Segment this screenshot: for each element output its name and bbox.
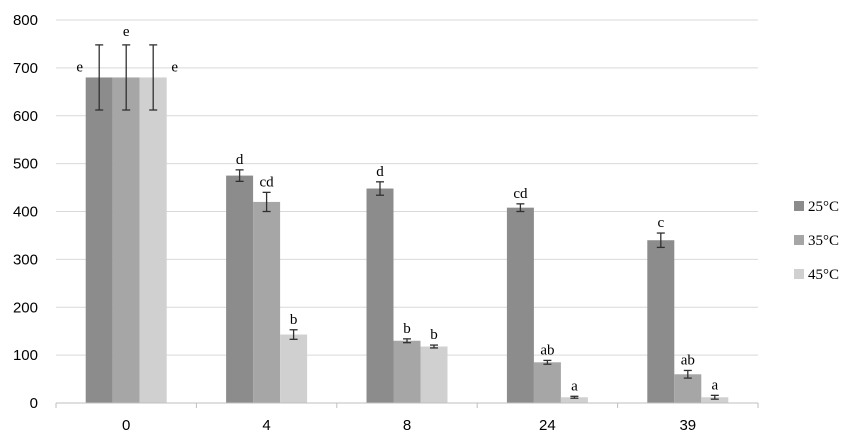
x-tick-label: 8 [403, 417, 411, 434]
legend-swatch [794, 269, 804, 279]
significance-label: a [571, 378, 578, 394]
gridlines [56, 19, 758, 356]
legend-label: 35°C [808, 233, 839, 249]
bar [393, 340, 421, 403]
significance-label: e [76, 59, 83, 75]
y-tick-label: 100 [13, 347, 38, 364]
y-tick-label: 0 [30, 395, 38, 412]
x-tick-label: 39 [679, 417, 696, 434]
significance-label: c [657, 215, 664, 231]
significance-label: cd [260, 174, 275, 190]
significance-label: ab [681, 352, 695, 368]
x-tick-label: 0 [122, 417, 130, 434]
y-tick-label: 600 [13, 108, 38, 125]
legend-swatch [794, 235, 804, 245]
y-tick-label: 800 [13, 12, 38, 29]
significance-label: ab [540, 342, 554, 358]
y-tick-label: 300 [13, 251, 38, 268]
axes: 0 100 200 300 400 500 600 700 800 0 4 8 24 39 [13, 12, 759, 434]
y-tick-label: 400 [13, 204, 38, 221]
bars [85, 77, 729, 403]
bar [226, 175, 254, 403]
legend: 25°C 35°C 45°C [794, 199, 839, 283]
error-bars [95, 44, 719, 400]
bar [139, 77, 167, 403]
significance-label: e [123, 24, 130, 40]
legend-label: 25°C [808, 199, 839, 215]
bar [253, 201, 281, 403]
y-tick-label: 500 [13, 156, 38, 173]
bar [533, 362, 561, 403]
bar [560, 397, 588, 403]
significance-label: a [711, 377, 718, 393]
y-tick-label: 200 [13, 299, 38, 316]
legend-label: 45°C [808, 267, 839, 283]
bar [420, 346, 448, 403]
significance-label: d [376, 164, 384, 180]
bar [85, 77, 113, 403]
bar [701, 397, 729, 403]
x-tick-label: 4 [262, 417, 270, 434]
bar [674, 374, 702, 403]
bar [280, 334, 308, 403]
significance-label: b [290, 312, 298, 328]
significance-label: b [403, 321, 411, 337]
bar [506, 207, 534, 403]
significance-label: e [171, 59, 178, 75]
significance-label: d [236, 152, 244, 168]
bar [647, 240, 675, 403]
significance-label: b [430, 327, 438, 343]
bar [366, 188, 394, 403]
legend-swatch [794, 201, 804, 211]
y-tick-label: 700 [13, 60, 38, 77]
significance-label: cd [513, 186, 528, 202]
x-tick-label: 24 [539, 417, 556, 434]
bar [112, 77, 140, 403]
